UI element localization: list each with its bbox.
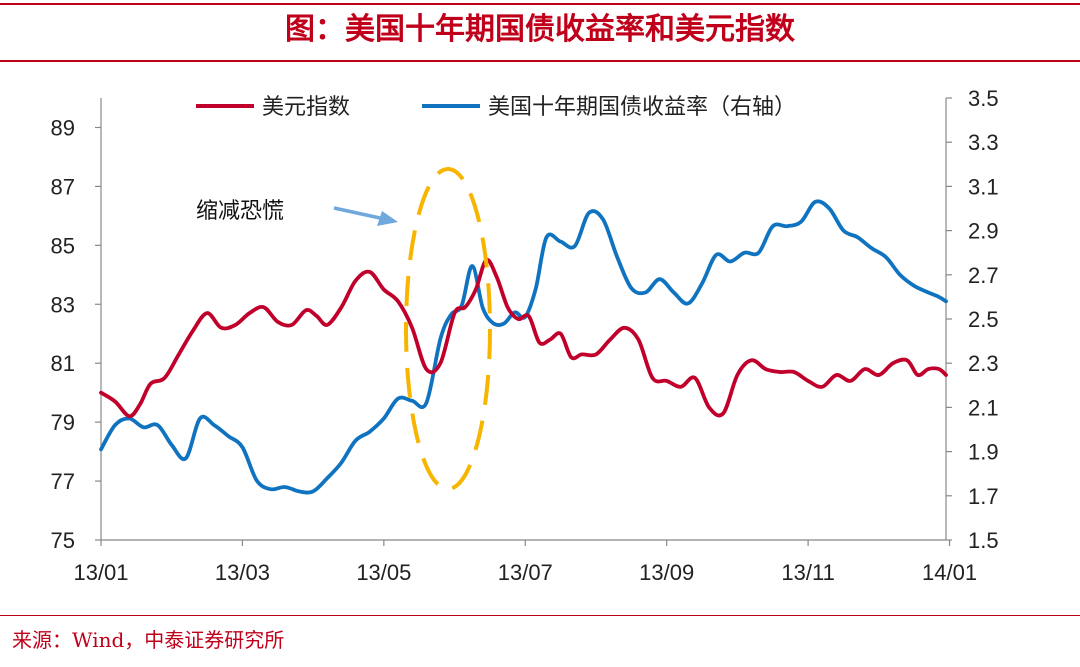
title-rule-top — [0, 3, 1080, 5]
legend-label-usd: 美元指数 — [262, 94, 350, 119]
right-tick-label: 3.5 — [968, 86, 999, 111]
usd-index-line — [99, 258, 948, 419]
right-tick-label: 1.5 — [968, 528, 999, 553]
x-tick-label: 13/03 — [215, 560, 270, 585]
right-tick-label: 3.1 — [968, 174, 999, 199]
annotation-label: 缩减恐慌 — [196, 198, 284, 223]
left-tick-label: 79 — [51, 410, 75, 435]
x-tick-label: 13/01 — [73, 560, 128, 585]
left-tick-label: 83 — [51, 292, 75, 317]
left-tick-label: 89 — [51, 115, 75, 140]
taper-tantrum-highlight — [404, 167, 492, 491]
treasury-yield-line — [99, 199, 948, 495]
right-tick-label: 1.7 — [968, 484, 999, 509]
left-tick-label: 85 — [51, 233, 75, 258]
x-tick-label: 13/09 — [639, 560, 694, 585]
right-tick-label: 2.1 — [968, 395, 999, 420]
right-tick-label: 2.7 — [968, 263, 999, 288]
legend-label-yield: 美国十年期国债收益率（右轴） — [488, 94, 796, 119]
right-tick-label: 2.5 — [968, 307, 999, 332]
right-tick-label: 2.3 — [968, 351, 999, 376]
source-note: 来源：Wind，中泰证券研究所 — [12, 628, 285, 652]
right-tick-label: 1.9 — [968, 440, 999, 465]
left-tick-label: 87 — [51, 174, 75, 199]
bottom-rule — [0, 615, 1080, 616]
x-tick-label: 13/05 — [356, 560, 411, 585]
chart-title: 图：美国十年期国债收益率和美元指数 — [285, 12, 795, 47]
x-tick-label: 14/01 — [922, 560, 977, 585]
left-tick-label: 81 — [51, 351, 75, 376]
annotation-arrow-shaft — [333, 206, 381, 220]
right-tick-label: 2.9 — [968, 219, 999, 244]
annotation-arrow-head — [377, 211, 398, 226]
x-tick-label: 13/11 — [781, 560, 834, 585]
right-tick-label: 3.3 — [968, 130, 999, 155]
title-rule — [0, 60, 1080, 62]
left-tick-label: 75 — [51, 528, 75, 553]
left-tick-label: 77 — [51, 469, 75, 494]
x-tick-label: 13/07 — [498, 560, 553, 585]
